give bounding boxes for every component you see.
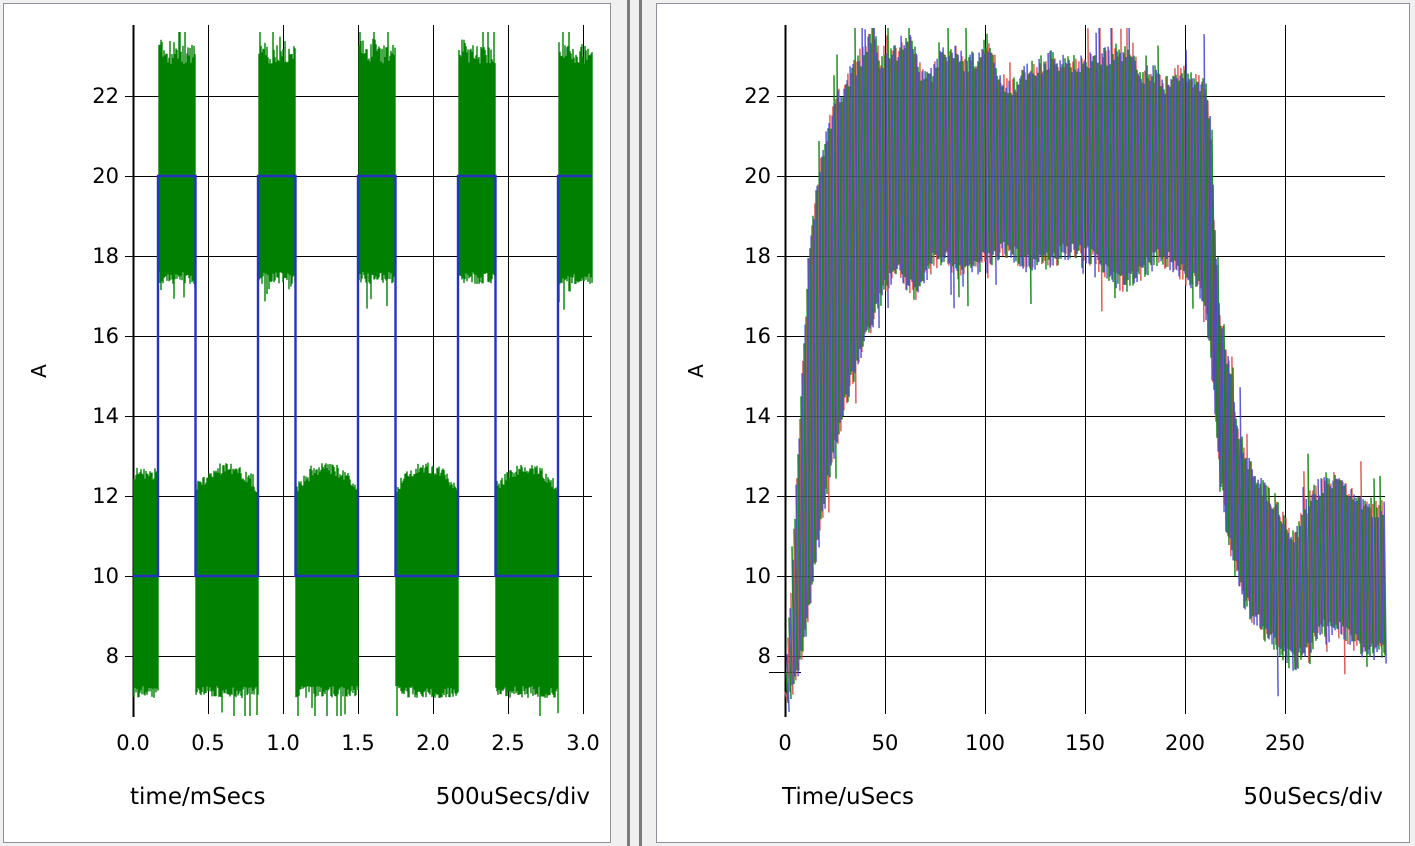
y-tick-label: 8 bbox=[758, 644, 771, 668]
y-axis-title: A bbox=[27, 364, 51, 378]
y-tick-label: 18 bbox=[92, 244, 119, 268]
x-tick-label: 3.0 bbox=[566, 731, 599, 755]
right-plot-pane: 8 10 12 14 16 18 20 22 0 50 100 150 200 250 A Time/uSec… bbox=[656, 3, 1410, 843]
x-tick-label: 0.0 bbox=[116, 731, 149, 755]
scale-per-div-label: 50uSecs/div bbox=[1243, 784, 1383, 810]
x-tick-label: 2.5 bbox=[491, 731, 524, 755]
x-tick-label: 250 bbox=[1265, 731, 1305, 755]
x-axis-title: time/mSecs bbox=[130, 784, 266, 810]
pane-splitter[interactable] bbox=[612, 0, 655, 846]
x-tick-label: 150 bbox=[1065, 731, 1105, 755]
y-tick-label: 8 bbox=[106, 644, 119, 668]
y-tick-label: 22 bbox=[744, 84, 771, 108]
y-tick-label: 12 bbox=[744, 484, 771, 508]
scale-per-div-label: 500uSecs/div bbox=[436, 784, 590, 810]
x-tick-label: 0 bbox=[778, 731, 791, 755]
y-axis-title: A bbox=[684, 364, 708, 378]
x-tick-label: 2.0 bbox=[416, 731, 449, 755]
left-plot-surface[interactable]: 8 10 12 14 16 18 20 22 0.0 0.5 1.0 1.5 2.0 2.5 3.0 Atim… bbox=[4, 4, 610, 842]
x-tick-label: 50 bbox=[872, 731, 899, 755]
y-tick-label: 12 bbox=[92, 484, 119, 508]
splitter-grip-line bbox=[639, 0, 642, 846]
right-plot-surface[interactable]: 8 10 12 14 16 18 20 22 0 50 100 150 200 250 A Time/uSec… bbox=[657, 4, 1409, 842]
x-axis-title: Time/uSecs bbox=[781, 784, 914, 810]
square-wave-trace bbox=[133, 174, 592, 578]
y-tick-label: 16 bbox=[744, 324, 771, 348]
splitter-grip-line bbox=[627, 0, 630, 846]
phase-c-current-trace bbox=[786, 27, 1387, 712]
y-tick-label: 22 bbox=[92, 84, 119, 108]
y-tick-label: 16 bbox=[92, 324, 119, 348]
y-tick-label: 10 bbox=[92, 564, 119, 588]
x-tick-label: 200 bbox=[1165, 731, 1205, 755]
x-tick-label: 0.5 bbox=[191, 731, 224, 755]
y-tick-label: 14 bbox=[744, 404, 771, 428]
phase-b-current-trace bbox=[785, 27, 1386, 703]
x-tick-label: 1.5 bbox=[341, 731, 374, 755]
noisy-current-trace bbox=[133, 32, 593, 716]
y-tick-label: 10 bbox=[744, 564, 771, 588]
axis-labels: 8 10 12 14 16 18 20 22 0.0 0.5 1.0 1.5 2.0 2.5 3.0 Atim… bbox=[27, 84, 600, 810]
axis-labels: 8 10 12 14 16 18 20 22 0 50 100 150 200 250 A Time/uSec… bbox=[684, 84, 1383, 810]
y-tick-label: 14 bbox=[92, 404, 119, 428]
y-tick-label: 20 bbox=[744, 164, 771, 188]
y-tick-label: 20 bbox=[92, 164, 119, 188]
x-tick-label: 1.0 bbox=[266, 731, 299, 755]
x-tick-label: 100 bbox=[965, 731, 1005, 755]
y-tick-label: 18 bbox=[744, 244, 771, 268]
